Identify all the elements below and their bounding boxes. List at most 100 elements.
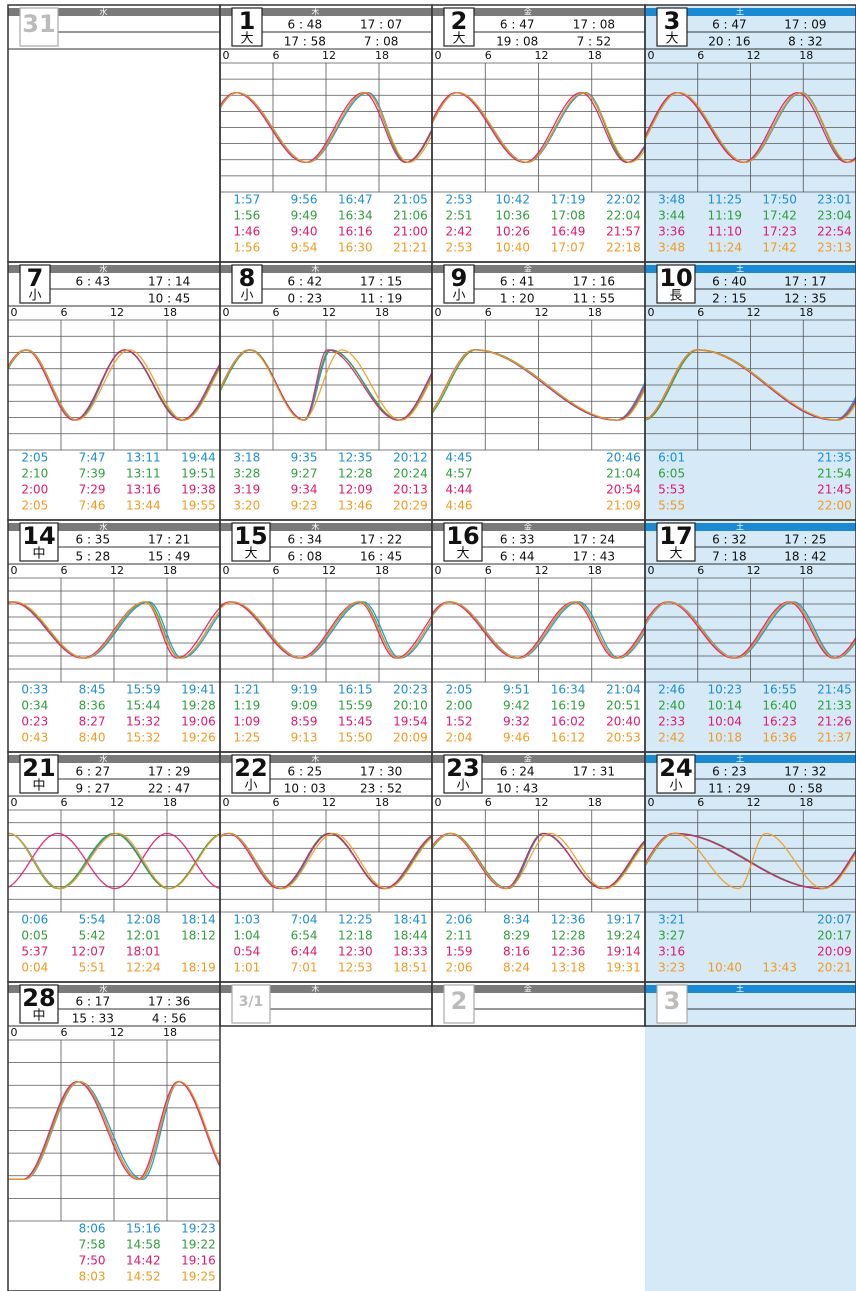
tide-time: 15:59 <box>338 699 373 713</box>
tide-time: 17:23 <box>762 225 797 239</box>
tide-time: 22:00 <box>817 499 852 513</box>
day-box <box>231 522 271 562</box>
tide-time: 2:00 <box>446 699 473 713</box>
tide-time: 11:19 <box>707 209 742 223</box>
tide-curve <box>219 832 433 890</box>
weekday: 金 <box>524 984 532 994</box>
tide-time: 3:48 <box>658 241 685 255</box>
tide-time: 20:17 <box>817 929 852 943</box>
tide-type: 小 <box>456 779 469 794</box>
sun-time: 17 : 36 <box>148 995 190 1009</box>
tide-time: 13:43 <box>762 961 797 975</box>
moon-time: 0 : 23 <box>288 292 323 306</box>
tide-time: 18:01 <box>126 945 161 959</box>
tide-curve <box>644 92 856 163</box>
tide-time: 9:32 <box>503 715 530 729</box>
hour-label: 6 <box>61 796 68 809</box>
weekday: 水 <box>99 754 107 764</box>
hour-label: 12 <box>322 564 336 577</box>
hour-label: 6 <box>697 796 704 809</box>
hour-label: 12 <box>322 49 336 62</box>
hour-label: 18 <box>163 796 177 809</box>
tide-curve <box>219 92 433 163</box>
tide-time: 2:40 <box>658 699 685 713</box>
moon-time: 10 : 45 <box>148 292 190 306</box>
hour-label: 6 <box>273 306 280 319</box>
tide-time: 8:16 <box>503 945 530 959</box>
tide-time: 0:34 <box>21 699 48 713</box>
tide-time: 3:16 <box>658 945 685 959</box>
sun-time: 17 : 32 <box>784 765 826 779</box>
tide-time: 5:51 <box>79 961 106 975</box>
moon-time: 0 : 58 <box>788 782 823 796</box>
tide-time: 4:57 <box>446 467 473 481</box>
tide-time: 5:53 <box>658 483 685 497</box>
tide-time: 21:45 <box>817 483 852 497</box>
moon-time: 11 : 55 <box>573 292 615 306</box>
moon-time: 10 : 43 <box>496 782 538 796</box>
tide-time: 2:06 <box>446 961 473 975</box>
moon-time: 10 : 03 <box>284 782 326 796</box>
weekday: 木 <box>311 754 319 764</box>
day-box <box>231 754 271 794</box>
tide-time: 4:46 <box>446 499 473 513</box>
weekday-bar <box>645 755 856 763</box>
tide-time: 9:42 <box>503 699 530 713</box>
tide-time: 19:28 <box>181 699 216 713</box>
tide-time: 1:19 <box>233 699 260 713</box>
moon-time: 15 : 49 <box>148 550 190 564</box>
tide-time: 18:12 <box>181 929 216 943</box>
tide-time: 3:36 <box>658 225 685 239</box>
tide-time: 21:05 <box>393 193 428 207</box>
tide-type: 長 <box>669 289 682 304</box>
day-number: 28 <box>22 984 55 1012</box>
tide-time: 2:05 <box>21 451 48 465</box>
tide-time: 9:34 <box>291 483 318 497</box>
moon-time: 1 : 20 <box>500 292 535 306</box>
sun-time: 6 : 48 <box>288 18 323 32</box>
sun-time: 6 : 42 <box>288 275 323 289</box>
sun-time: 17 : 31 <box>573 765 615 779</box>
moon-time: 18 : 42 <box>784 550 826 564</box>
moon-time: 19 : 08 <box>496 35 538 49</box>
tide-time: 1:04 <box>233 929 260 943</box>
tide-time: 9:46 <box>503 731 530 745</box>
sun-time: 6 : 24 <box>500 765 535 779</box>
tide-time: 5:42 <box>79 929 106 943</box>
hour-label: 0 <box>223 306 230 319</box>
sun-time: 6 : 41 <box>500 275 535 289</box>
tide-time: 2:42 <box>446 225 473 239</box>
tide-time: 0:23 <box>21 715 48 729</box>
tide-time: 0:43 <box>21 731 48 745</box>
tide-time: 0:05 <box>21 929 48 943</box>
tide-time: 9:49 <box>291 209 318 223</box>
hour-label: 6 <box>273 49 280 62</box>
tide-type: 大 <box>244 547 257 562</box>
day-box <box>443 754 483 794</box>
tide-curve <box>644 601 856 659</box>
weekday: 土 <box>736 264 744 274</box>
tide-time: 10:26 <box>495 225 530 239</box>
hour-label: 18 <box>588 564 602 577</box>
moon-time: 6 : 44 <box>500 550 535 564</box>
day-box <box>656 522 696 562</box>
weekday: 水 <box>99 264 107 274</box>
tide-type: 小 <box>452 289 465 304</box>
tide-time: 12:36 <box>551 945 586 959</box>
tide-time: 7:04 <box>291 913 318 927</box>
hour-label: 6 <box>485 796 492 809</box>
tide-time: 1:03 <box>233 913 260 927</box>
tide-time: 23:04 <box>817 209 852 223</box>
weekday: 水 <box>99 7 107 17</box>
moon-time: 11 : 29 <box>708 782 750 796</box>
tide-time: 20:54 <box>606 483 641 497</box>
day-box <box>656 754 696 794</box>
tide-type: 大 <box>240 32 253 47</box>
hour-label: 0 <box>648 306 655 319</box>
tide-time: 3:44 <box>658 209 685 223</box>
tide-time: 16:23 <box>762 715 797 729</box>
tide-curve <box>8 832 221 890</box>
tide-time: 7:58 <box>79 1238 106 1252</box>
sun-time: 6 : 47 <box>500 18 535 32</box>
